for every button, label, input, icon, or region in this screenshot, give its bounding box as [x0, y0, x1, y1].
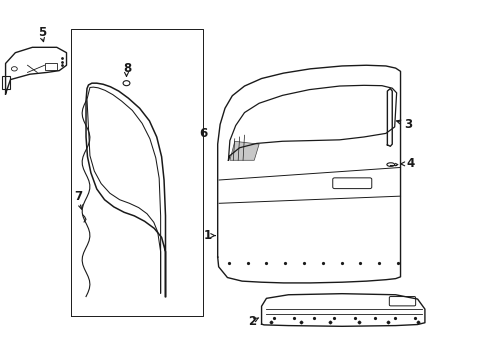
- Text: 4: 4: [406, 157, 413, 170]
- Text: 8: 8: [123, 62, 131, 75]
- Bar: [1, 76, 10, 89]
- Text: 6: 6: [199, 127, 207, 140]
- Text: 3: 3: [403, 118, 411, 131]
- Text: 1: 1: [203, 229, 211, 242]
- Polygon shape: [229, 141, 259, 160]
- Text: 7: 7: [75, 190, 82, 203]
- Bar: [44, 63, 57, 69]
- Text: 5: 5: [38, 27, 46, 40]
- Text: 2: 2: [247, 315, 255, 328]
